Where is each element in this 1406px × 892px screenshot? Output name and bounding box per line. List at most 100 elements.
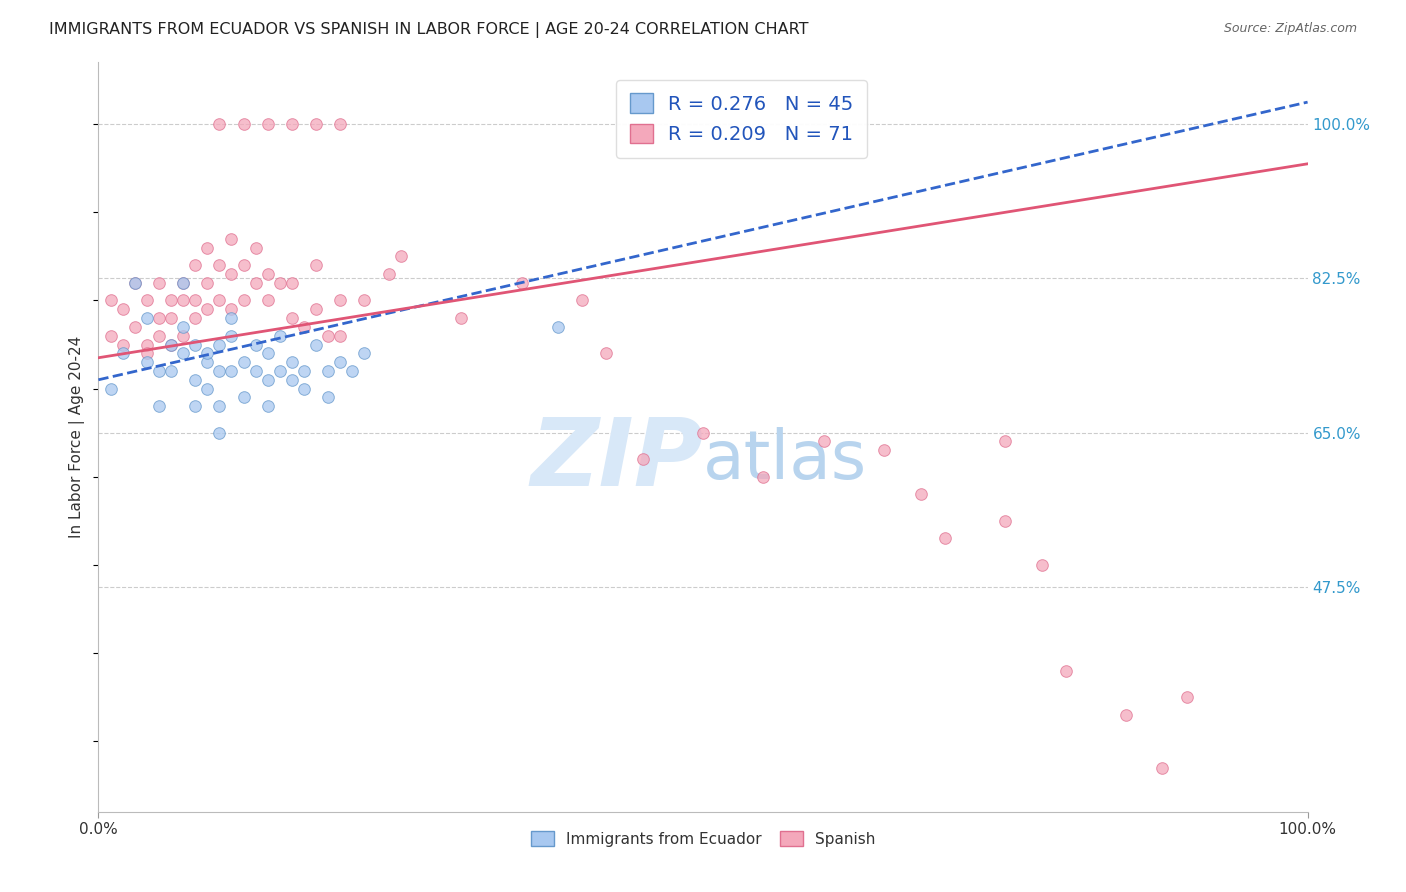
- Point: [281, 117, 304, 131]
- Point: [184, 293, 207, 308]
- Point: [994, 514, 1017, 528]
- Point: [221, 267, 243, 281]
- Point: [245, 337, 267, 351]
- Point: [208, 337, 231, 351]
- Point: [752, 469, 775, 483]
- Point: [195, 355, 218, 369]
- Point: [160, 337, 183, 351]
- Point: [172, 346, 194, 360]
- Point: [256, 346, 278, 360]
- Point: [353, 293, 375, 308]
- Point: [269, 276, 291, 290]
- Point: [316, 391, 339, 405]
- Point: [148, 311, 170, 326]
- Point: [1054, 664, 1077, 678]
- Text: IMMIGRANTS FROM ECUADOR VS SPANISH IN LABOR FORCE | AGE 20-24 CORRELATION CHART: IMMIGRANTS FROM ECUADOR VS SPANISH IN LA…: [49, 22, 808, 38]
- Point: [256, 293, 278, 308]
- Point: [135, 311, 157, 326]
- Point: [111, 337, 134, 351]
- Point: [510, 276, 533, 290]
- Point: [692, 425, 714, 440]
- Point: [873, 443, 896, 458]
- Point: [292, 364, 315, 378]
- Point: [208, 293, 231, 308]
- Point: [281, 373, 304, 387]
- Point: [160, 311, 183, 326]
- Point: [195, 276, 218, 290]
- Point: [910, 487, 932, 501]
- Point: [111, 302, 134, 317]
- Point: [281, 355, 304, 369]
- Point: [305, 258, 328, 272]
- Point: [100, 382, 122, 396]
- Point: [342, 364, 364, 378]
- Point: [221, 302, 243, 317]
- Point: [245, 276, 267, 290]
- Point: [305, 302, 328, 317]
- Point: [994, 434, 1017, 449]
- Point: [111, 346, 134, 360]
- Point: [232, 391, 254, 405]
- Point: [450, 311, 472, 326]
- Point: [232, 355, 254, 369]
- Point: [1152, 761, 1174, 775]
- Point: [1115, 707, 1137, 722]
- Point: [232, 293, 254, 308]
- Point: [813, 434, 835, 449]
- Y-axis label: In Labor Force | Age 20-24: In Labor Force | Age 20-24: [69, 336, 86, 538]
- Point: [172, 293, 194, 308]
- Point: [195, 346, 218, 360]
- Point: [172, 276, 194, 290]
- Point: [124, 276, 146, 290]
- Point: [135, 346, 157, 360]
- Point: [1175, 690, 1198, 705]
- Point: [329, 328, 352, 343]
- Point: [245, 364, 267, 378]
- Point: [172, 276, 194, 290]
- Point: [221, 232, 243, 246]
- Point: [172, 319, 194, 334]
- Point: [934, 532, 956, 546]
- Point: [135, 337, 157, 351]
- Point: [208, 117, 231, 131]
- Point: [329, 117, 352, 131]
- Point: [135, 293, 157, 308]
- Legend: Immigrants from Ecuador, Spanish: Immigrants from Ecuador, Spanish: [524, 825, 882, 853]
- Point: [547, 319, 569, 334]
- Point: [135, 355, 157, 369]
- Text: atlas: atlas: [703, 426, 868, 492]
- Point: [571, 293, 593, 308]
- Point: [631, 452, 654, 467]
- Point: [389, 249, 412, 263]
- Text: Source: ZipAtlas.com: Source: ZipAtlas.com: [1223, 22, 1357, 36]
- Point: [269, 328, 291, 343]
- Point: [195, 302, 218, 317]
- Point: [292, 382, 315, 396]
- Point: [221, 328, 243, 343]
- Point: [184, 399, 207, 413]
- Point: [305, 117, 328, 131]
- Point: [329, 355, 352, 369]
- Point: [184, 337, 207, 351]
- Point: [148, 276, 170, 290]
- Point: [316, 328, 339, 343]
- Point: [124, 319, 146, 334]
- Point: [208, 258, 231, 272]
- Point: [281, 311, 304, 326]
- Point: [208, 399, 231, 413]
- Point: [184, 373, 207, 387]
- Point: [100, 293, 122, 308]
- Point: [160, 337, 183, 351]
- Point: [148, 328, 170, 343]
- Point: [269, 364, 291, 378]
- Point: [221, 364, 243, 378]
- Point: [148, 364, 170, 378]
- Point: [305, 337, 328, 351]
- Point: [245, 241, 267, 255]
- Point: [353, 346, 375, 360]
- Point: [281, 276, 304, 290]
- Point: [221, 311, 243, 326]
- Point: [329, 293, 352, 308]
- Point: [195, 382, 218, 396]
- Point: [292, 319, 315, 334]
